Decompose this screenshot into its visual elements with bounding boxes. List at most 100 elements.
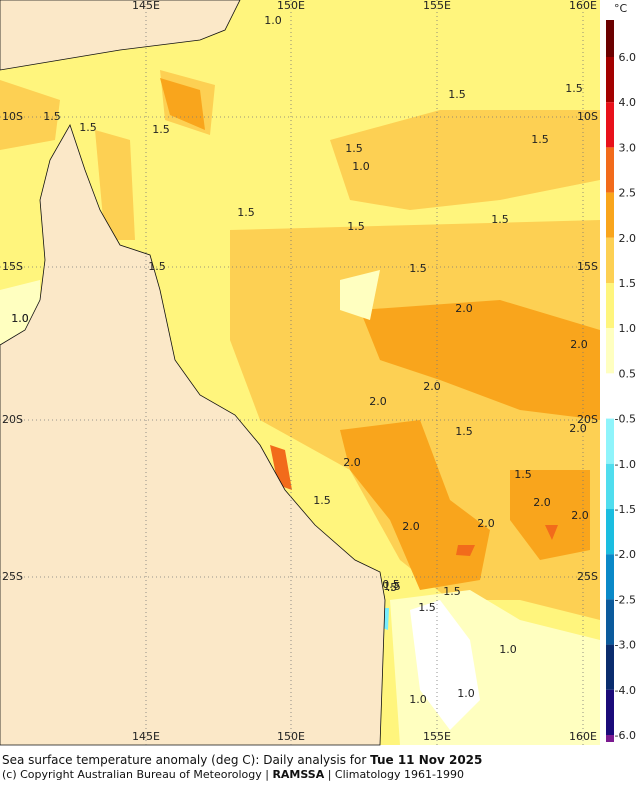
colorbar-segment [606, 283, 614, 329]
lat-label: 25S [2, 570, 23, 583]
lon-label: 145E [132, 0, 160, 12]
colorbar-label: 2.5 [619, 187, 637, 200]
colorbar: °C 6.0 4.0 3.0 2.5 2.0 1.5 1.0 0.5 -0.5 -1.0 -1.5 -2… [606, 2, 636, 742]
colorbar-label: 3.0 [619, 141, 637, 154]
contour-label: 1.5 [152, 123, 170, 136]
contour-label: 2.0 [455, 302, 473, 315]
colorbar-segment [606, 735, 614, 742]
colorbar-segment [606, 57, 614, 103]
contour-label: 0.5 [382, 578, 400, 591]
lat-label: 15S [577, 260, 598, 273]
lat-label: 20S [2, 413, 23, 426]
map: 145E 145E 150E 150E 155E 155E 160E 160E 10S 10S 15… [0, 0, 636, 746]
contour-label: 1.5 [345, 142, 363, 155]
contour-label: 1.0 [352, 160, 370, 173]
lon-label: 160E [569, 730, 597, 743]
contour-label: 2.0 [402, 520, 420, 533]
colorbar-label: 4.0 [619, 96, 637, 109]
contour-label: 1.5 [383, 580, 401, 593]
contour-label: 2.0 [533, 496, 551, 509]
colorbar-label: 1.5 [619, 277, 637, 290]
contour-label: 2.0 [571, 509, 589, 522]
lat-label: 10S [2, 110, 23, 123]
colorbar-segment [606, 237, 614, 283]
colorbar-label: -3.0 [615, 639, 636, 652]
contour-label: 1.5 [79, 121, 97, 134]
land [0, 0, 386, 746]
colorbar-label: -6.0 [615, 729, 636, 742]
contour-label: .5 [387, 581, 398, 594]
contour-label: 1.5 [409, 262, 427, 275]
contour-label: 2.0 [477, 517, 495, 530]
contour-label: 1.0 [409, 693, 427, 706]
colorbar-label: 6.0 [619, 51, 637, 64]
colorbar-segment [606, 689, 614, 735]
lon-label: 150E [277, 0, 305, 12]
near-zero [410, 600, 480, 730]
contour-label: 1.5 [237, 206, 255, 219]
labels: 145E 145E 150E 150E 155E 155E 160E 160E 10S 10S 15… [2, 0, 598, 743]
contour-label: 1.5 [455, 425, 473, 438]
colorbar-segment [606, 102, 614, 148]
colorbar-segment [606, 554, 614, 600]
contour-label: 1.5 [565, 82, 583, 95]
contour-label: 1.5 [418, 601, 436, 614]
contour-label: 2.0 [343, 456, 361, 469]
colorbar-segment [606, 418, 614, 464]
colorbar-segment [606, 328, 614, 374]
contour-label: 1.5 [347, 220, 365, 233]
lat-label: 10S [577, 110, 598, 123]
caption-source: RAMSSA [272, 768, 325, 781]
caption-text: (c) Copyright Australian Bureau of Meteo… [2, 768, 273, 781]
colorbar-label: 0.5 [619, 367, 637, 380]
colorbar-label: 1.0 [619, 322, 637, 335]
contour-label: 1.0 [264, 14, 282, 27]
contour-label: 2.0 [369, 395, 387, 408]
colorbar-segment [606, 373, 614, 419]
colorbar-label: -2.5 [615, 593, 636, 606]
colorbar-label: -0.5 [615, 413, 636, 426]
lon-label: 160E [569, 0, 597, 12]
contour-label: 1.5 [514, 468, 532, 481]
lat-label: 15S [2, 260, 23, 273]
contour-label: 1.5 [531, 133, 549, 146]
colorbar-label: 2.0 [619, 232, 637, 245]
colorbar-segment [606, 147, 614, 193]
caption-line-1: Sea surface temperature anomaly (deg C):… [2, 753, 482, 767]
colorbar-segment [606, 599, 614, 645]
caption-line-2: (c) Copyright Australian Bureau of Meteo… [2, 768, 464, 781]
lat-label: 25S [577, 570, 598, 583]
contour-label: 1.5 [43, 110, 61, 123]
lon-label: 145E [132, 730, 160, 743]
caption-text: | Climatology 1961-1990 [324, 768, 464, 781]
colorbar-segment [606, 463, 614, 509]
contour-label: 1.0 [11, 312, 29, 325]
contour-label: 1.5 [313, 494, 331, 507]
colorbar-label: -4.0 [615, 684, 636, 697]
lon-label: 155E [423, 730, 451, 743]
contour-label: 2.0 [569, 422, 587, 435]
caption-text: Sea surface temperature anomaly (deg C):… [2, 753, 371, 767]
lon-label: 155E [423, 0, 451, 12]
contour-label: 1.5 [148, 260, 166, 273]
lon-label: 150E [277, 730, 305, 743]
contour-label: 1.5 [448, 88, 466, 101]
colorbar-segment [606, 20, 614, 57]
caption-date: Tue 11 Nov 2025 [370, 753, 483, 767]
colorbar-segment [606, 509, 614, 555]
colorbar-label: -1.5 [615, 503, 636, 516]
anomaly-25 [270, 445, 558, 556]
contour-label: 2.0 [423, 380, 441, 393]
colorbar-unit: °C [614, 2, 628, 15]
contour-label: 2.0 [570, 338, 588, 351]
colorbar-segment [606, 644, 614, 690]
contour-label: 1.0 [457, 687, 475, 700]
contour-label: 1.5 [443, 585, 461, 598]
graticule [0, 0, 600, 745]
contour-label: 1.5 [491, 213, 509, 226]
colorbar-label: -2.0 [615, 548, 636, 561]
contour-label: 1.0 [11, 312, 29, 325]
colorbar-label: -1.0 [615, 458, 636, 471]
anomaly-20 [160, 78, 600, 590]
